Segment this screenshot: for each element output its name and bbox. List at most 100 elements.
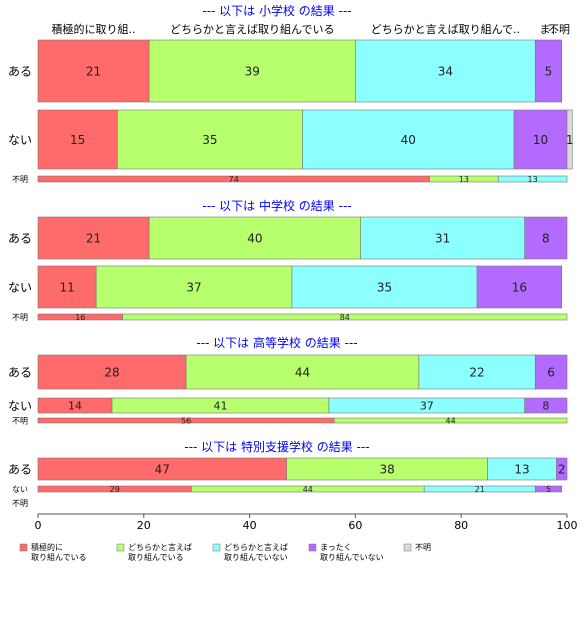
data-label: 37 [186, 281, 201, 295]
x-tick-label: 100 [557, 519, 578, 532]
row-label: 不明 [12, 499, 28, 508]
bar-segment [37, 354, 187, 390]
data-label: 37 [420, 400, 434, 413]
data-label: 74 [229, 175, 239, 184]
data-label: 11 [59, 281, 74, 295]
bar-segment [534, 485, 563, 493]
data-label: 2 [558, 463, 566, 477]
x-tick-label: 20 [137, 519, 151, 532]
row-label: 不明 [12, 313, 28, 322]
column-header: 積極的に取り組.. [52, 22, 136, 36]
legend-label: 取り組んでいない [224, 552, 288, 562]
legend-label: 取り組んでいない [320, 552, 384, 562]
data-label: 16 [512, 281, 527, 295]
data-label: 84 [340, 313, 350, 322]
legend-label: 取り組んでいる [128, 552, 184, 562]
data-label: 8 [542, 400, 549, 413]
data-label: 44 [295, 366, 310, 380]
bar-segment [556, 457, 568, 481]
data-label: 34 [438, 65, 453, 79]
panel-title: --- 以下は 特別支援学校 の結果 --- [184, 439, 369, 454]
bar-segment [524, 216, 568, 260]
data-label: 56 [181, 417, 191, 426]
legend-label: 取り組んでいる [31, 552, 87, 562]
bar-segment [117, 109, 303, 170]
row-label: 不明 [12, 417, 28, 426]
bar-segment [534, 39, 563, 103]
legend-label: 積極的に [31, 542, 63, 552]
data-label: 13 [459, 175, 469, 184]
bar-segment [497, 175, 568, 183]
data-label: 13 [528, 175, 538, 184]
x-tick-label: 40 [243, 519, 257, 532]
panel-title: --- 以下は 小学校 の結果 --- [202, 3, 351, 18]
row-label: ない [12, 485, 28, 494]
column-header: どちらかと言えば取り組んでいる [170, 23, 334, 36]
row-label: ない [8, 133, 32, 147]
bar-segment [418, 354, 536, 390]
legend-swatch [212, 543, 221, 552]
legend-label: まったく [320, 543, 352, 552]
column-header: 不明 [548, 23, 570, 36]
x-tick-label: 60 [348, 519, 362, 532]
legend-swatch [308, 543, 317, 552]
bar-segment [566, 109, 573, 170]
data-label: 13 [514, 463, 529, 477]
data-label: 38 [379, 463, 394, 477]
row-label: ない [8, 399, 32, 413]
data-label: 6 [547, 366, 555, 380]
data-label: 29 [110, 485, 120, 494]
data-label: 21 [86, 232, 101, 246]
row-label: ない [8, 281, 32, 295]
data-label: 35 [202, 133, 217, 147]
data-label: 44 [446, 417, 456, 426]
row-label: ある [8, 366, 32, 380]
data-label: 8 [542, 232, 550, 246]
data-label: 10 [533, 133, 548, 147]
legend-swatch [403, 543, 412, 552]
bar-segment [513, 109, 568, 170]
x-tick-label: 0 [35, 519, 42, 532]
bar-segment [476, 265, 563, 309]
data-label: 31 [435, 232, 450, 246]
column-header: ま.. [539, 23, 557, 36]
bar-segment [185, 354, 420, 390]
data-label: 5 [546, 485, 551, 494]
data-label: 39 [245, 65, 260, 79]
bar-segment [37, 265, 97, 309]
bar-segment [534, 354, 568, 390]
panel-title: --- 以下は 中学校 の結果 --- [202, 198, 351, 213]
bar-segment [524, 397, 568, 414]
bar-segment [360, 216, 525, 260]
bar-segment [302, 109, 515, 170]
data-label: 40 [401, 133, 416, 147]
data-label: 1 [566, 133, 574, 147]
bar-segment [333, 417, 568, 424]
row-label: ある [8, 232, 32, 246]
data-label: 5 [545, 65, 553, 79]
x-tick-label: 80 [454, 519, 468, 532]
data-label: 21 [86, 65, 101, 79]
data-label: 21 [475, 485, 485, 494]
bar-segment [291, 265, 478, 309]
data-label: 22 [469, 366, 484, 380]
row-label: ある [8, 65, 32, 79]
bar-segment [122, 313, 568, 321]
data-label: 15 [70, 133, 85, 147]
data-label: 14 [68, 400, 82, 413]
data-label: 40 [247, 232, 262, 246]
data-label: 35 [377, 281, 392, 295]
bar-segment [148, 39, 356, 103]
data-label: 41 [214, 400, 228, 413]
column-header: どちらかと言えば取り組んで.. [371, 23, 520, 36]
legend-swatch [116, 543, 125, 552]
data-label: 28 [104, 366, 119, 380]
row-label: ある [8, 463, 32, 477]
row-label: 不明 [12, 175, 28, 184]
bar-segment [37, 109, 118, 170]
bar-segment [148, 216, 361, 260]
bar-segment [37, 216, 150, 260]
legend-label: 不明 [415, 543, 431, 552]
data-label: 47 [155, 463, 170, 477]
